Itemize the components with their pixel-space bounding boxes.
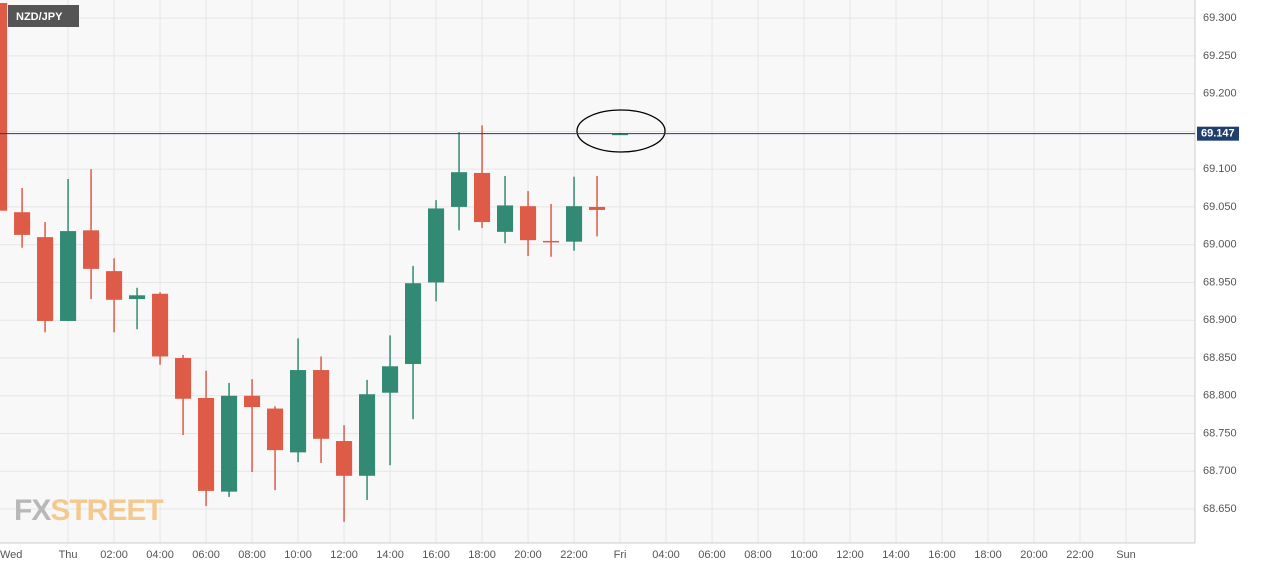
candle-body — [83, 230, 100, 269]
x-tick-label: 04:00 — [146, 549, 174, 561]
x-tick-label: 06:00 — [698, 549, 726, 561]
y-tick-label: 68.800 — [1203, 390, 1237, 402]
candle-body — [519, 206, 537, 241]
x-tick-label: 16:00 — [422, 549, 450, 561]
x-tick-label: 22:00 — [560, 549, 588, 561]
y-tick-label: 68.750 — [1203, 427, 1237, 439]
x-tick-label: 08:00 — [238, 549, 266, 561]
y-tick-label: 69.250 — [1203, 50, 1237, 62]
last-price-badge — [1197, 126, 1239, 141]
y-tick-label: 68.900 — [1203, 314, 1237, 326]
grid — [0, 0, 1195, 543]
y-tick-label: 68.700 — [1203, 465, 1237, 477]
candle-body — [129, 295, 146, 300]
candle-body — [313, 370, 330, 439]
x-tick-label: 22:00 — [1066, 549, 1094, 561]
candle-body — [0, 3, 8, 211]
candle-body — [450, 172, 468, 207]
candle-body — [473, 172, 491, 223]
candle-body — [588, 206, 606, 210]
symbol: NZD/JPY — [16, 11, 63, 23]
candle-body — [106, 271, 123, 300]
x-tick-label: Fri — [614, 549, 627, 561]
y-tick-label: 69.200 — [1203, 88, 1237, 100]
x-tick-label: 18:00 — [974, 549, 1002, 561]
last-price-label: 69.147 — [1201, 128, 1235, 140]
candle-body — [152, 293, 169, 357]
x-tick-label: 02:00 — [100, 549, 128, 561]
logo-part: FX — [14, 494, 51, 527]
x-tick-label: 16:00 — [928, 549, 956, 561]
candle-body — [290, 370, 307, 453]
x-tick-label: 18:00 — [468, 549, 496, 561]
symbol-badge — [8, 5, 79, 27]
x-tick-label: 10:00 — [790, 549, 818, 561]
x-tick-label: 14:00 — [882, 549, 910, 561]
candle-body — [175, 357, 192, 399]
y-tick-label: 68.850 — [1203, 352, 1237, 364]
candle-body — [244, 395, 261, 408]
candle-body — [405, 283, 422, 365]
x-tick-label: 06:00 — [192, 549, 220, 561]
x-tick-label: 14:00 — [376, 549, 404, 561]
x-tick-label: 12:00 — [836, 549, 864, 561]
logo: FXSTREET — [14, 494, 163, 527]
y-tick-label: 69.050 — [1203, 201, 1237, 213]
logo-part: STREET — [50, 494, 163, 527]
candle-body — [565, 206, 583, 242]
plot-area — [0, 0, 1195, 543]
x-tick-label: Wed — [0, 549, 22, 561]
y-tick-label: 69.000 — [1203, 239, 1237, 251]
y-tick-label: 68.650 — [1203, 503, 1237, 515]
candle-body — [37, 237, 54, 321]
x-tick-label: 20:00 — [1020, 549, 1048, 561]
highlight-circle — [576, 109, 666, 153]
candles — [0, 3, 629, 522]
x-tick-label: 08:00 — [744, 549, 772, 561]
candle-body — [60, 231, 77, 321]
candle-body — [382, 366, 399, 393]
candle-body — [542, 240, 560, 243]
x-tick-label: 12:00 — [330, 549, 358, 561]
candle-body — [359, 394, 376, 476]
x-tick-label: Sun — [1116, 549, 1136, 561]
y-tick-label: 69.300 — [1203, 12, 1237, 24]
x-tick-label: 10:00 — [284, 549, 312, 561]
x-tick-label: Thu — [59, 549, 78, 561]
candle-body — [428, 208, 445, 283]
candle-body — [198, 397, 215, 491]
y-tick-label: 69.100 — [1203, 163, 1237, 175]
candle-body — [267, 408, 284, 451]
candle-body — [336, 441, 353, 476]
candle-body — [611, 133, 629, 136]
candle-body — [14, 212, 31, 235]
candle-body — [496, 205, 514, 232]
candle-body — [221, 395, 238, 492]
x-tick-label: 04:00 — [652, 549, 680, 561]
x-tick-label: 20:00 — [514, 549, 542, 561]
y-tick-label: 68.950 — [1203, 276, 1237, 288]
